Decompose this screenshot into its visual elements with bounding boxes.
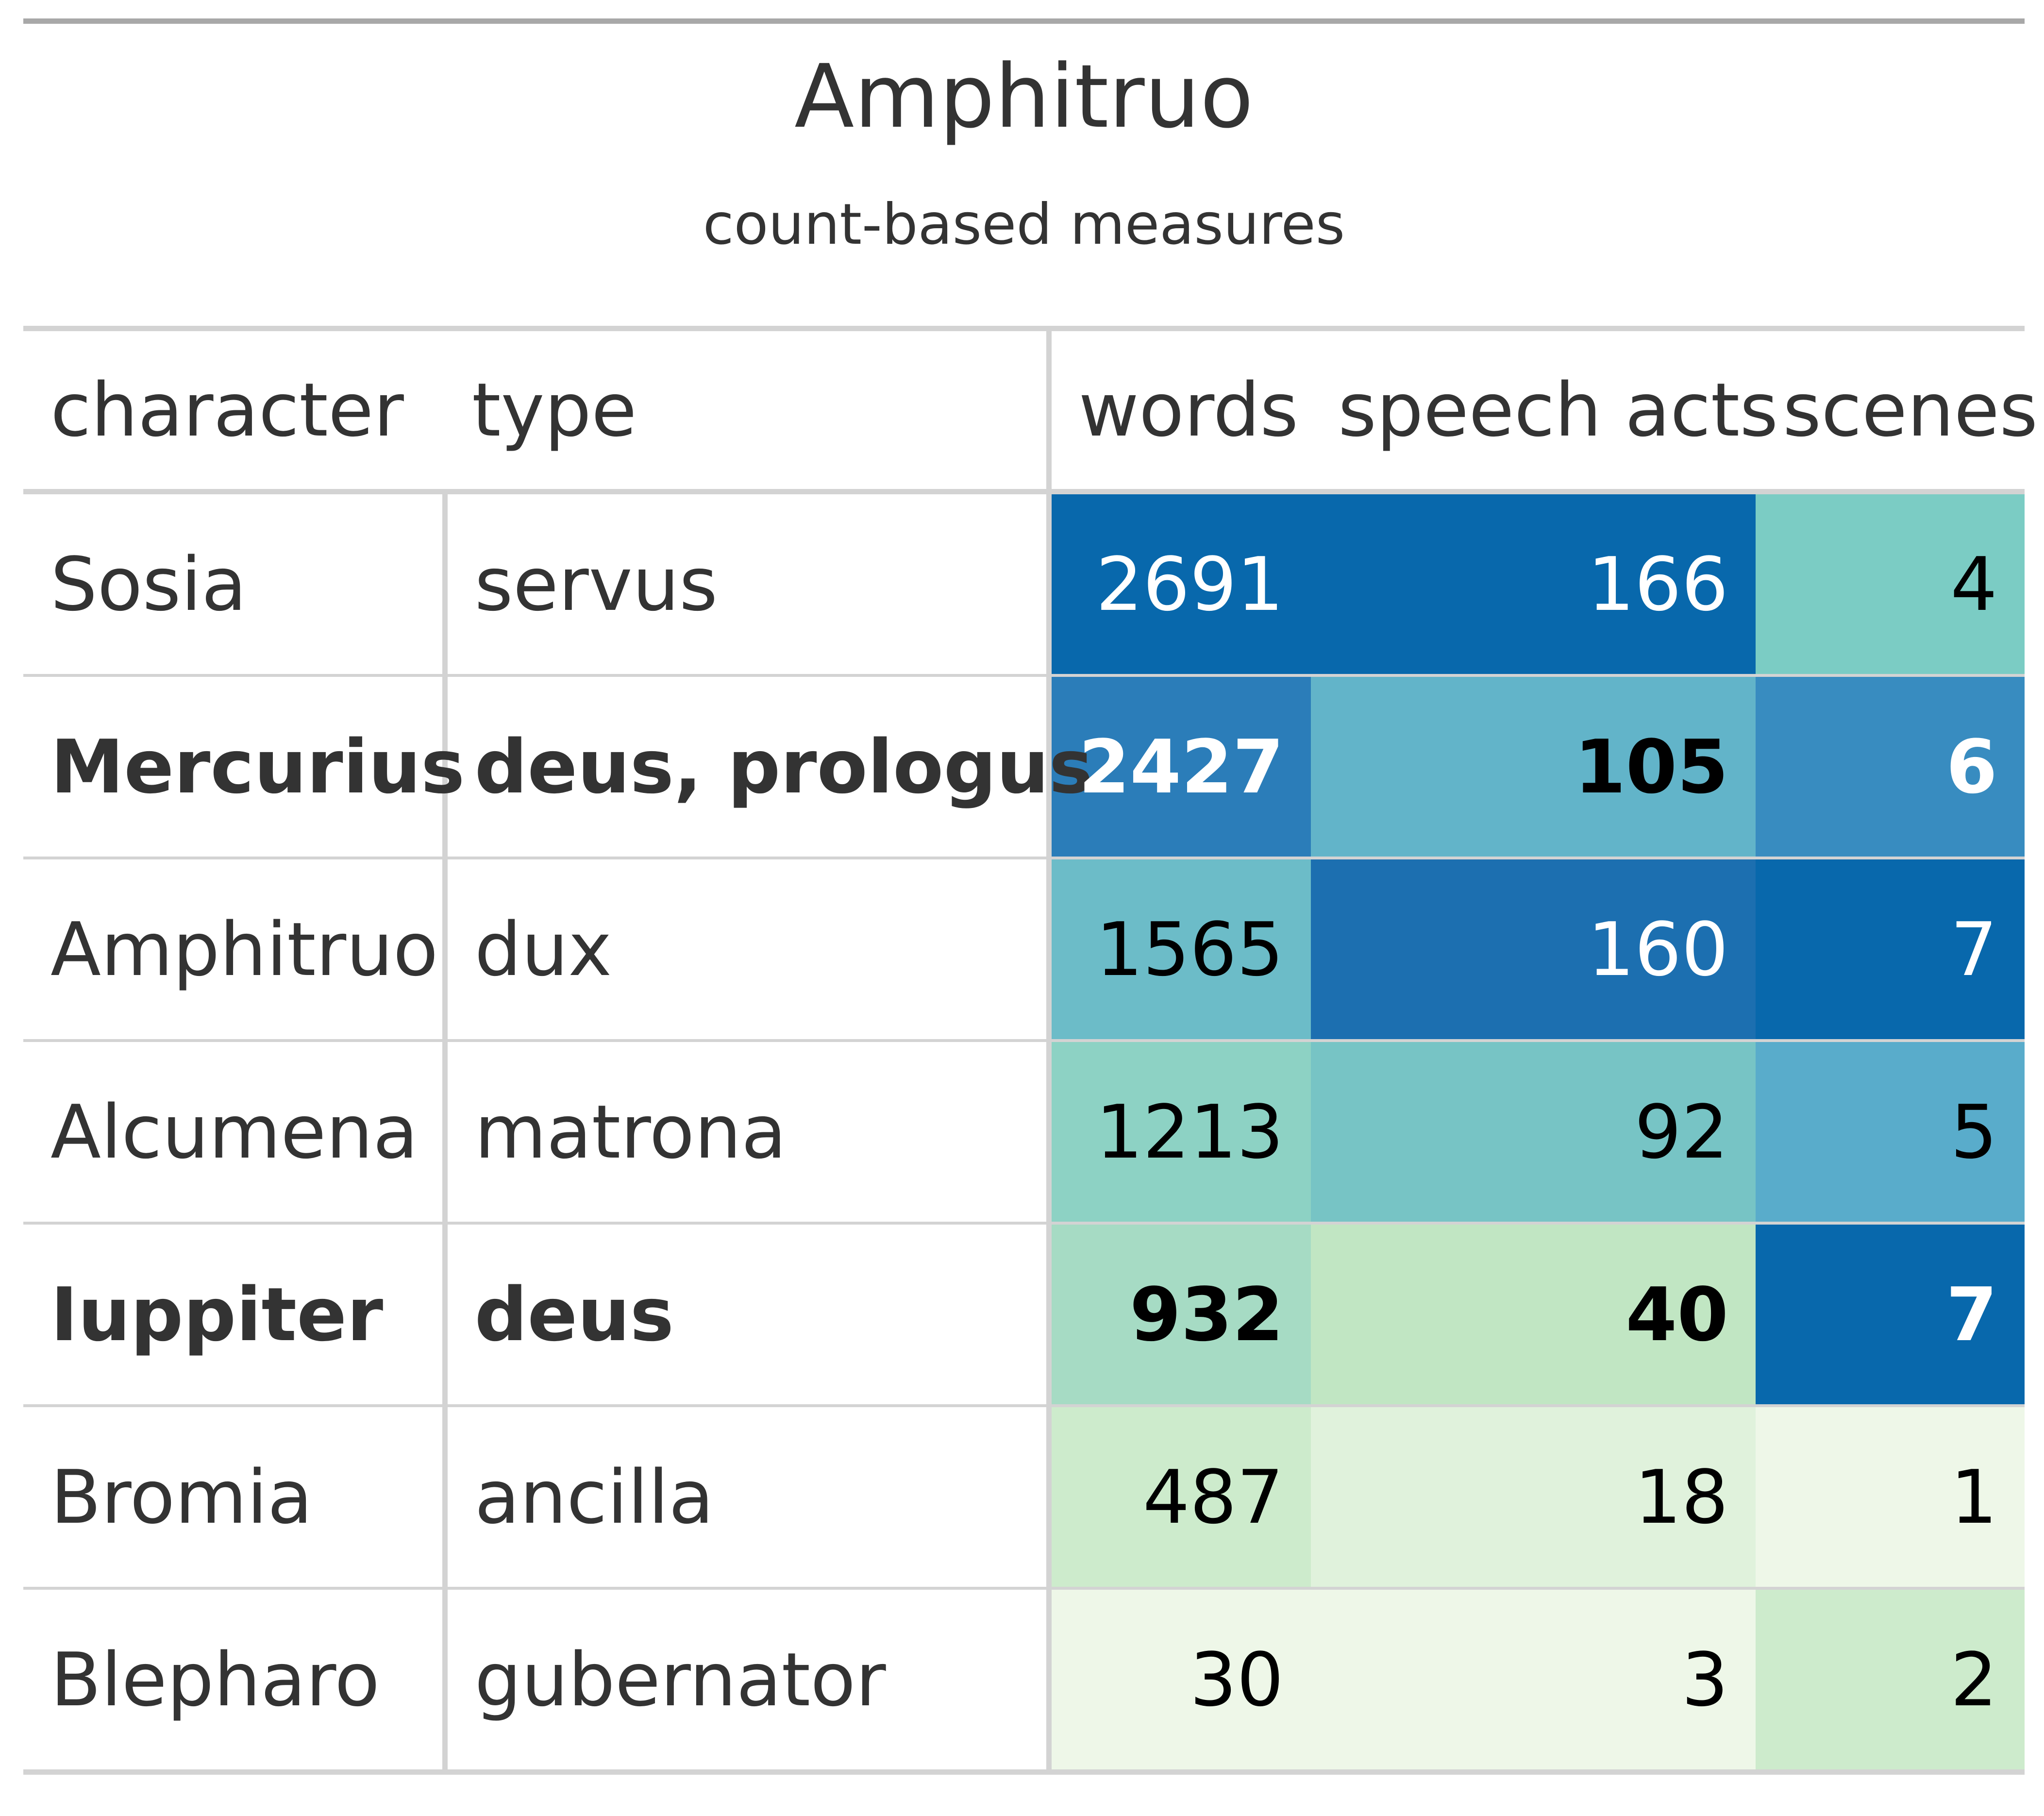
cell-speech-acts: 3 [1311, 1588, 1756, 1775]
header-row: character type words speech acts scenes [23, 328, 2038, 494]
cell-scenes: 7 [1756, 858, 2025, 1042]
cell-words: 1213 [1049, 1041, 1311, 1225]
cell-type: deus, prologus [445, 675, 1093, 859]
cell-type: deus [445, 1223, 1052, 1407]
table-row: Bromia ancilla 487 18 1 [23, 1406, 2025, 1590]
cell-scenes: 1 [1756, 1406, 2025, 1590]
cell-character: Amphitruo [23, 858, 448, 1042]
top-rule [23, 18, 2025, 24]
table-body: Sosia servus 2691 166 4 Mercurius deus, prolog… [23, 491, 2025, 1775]
cell-speech-acts: 105 [1311, 675, 1756, 859]
cell-character: Sosia [23, 491, 448, 677]
cell-type: servus [445, 491, 1052, 677]
table-row: Alcumena matrona 1213 92 5 [23, 1041, 2025, 1225]
cell-character: Alcumena [23, 1041, 448, 1225]
cell-scenes: 6 [1756, 675, 2025, 859]
cell-speech-acts: 18 [1311, 1406, 1756, 1590]
table-row: Blepharo gubernator 30 3 2 [23, 1588, 2025, 1775]
cell-speech-acts: 92 [1311, 1041, 1756, 1225]
col-header-words: words [1049, 328, 1311, 494]
cell-words: 30 [1049, 1588, 1311, 1775]
cell-words: 932 [1049, 1223, 1311, 1407]
cell-scenes: 5 [1756, 1041, 2025, 1225]
cell-speech-acts: 160 [1311, 858, 1756, 1042]
cell-character: Bromia [23, 1406, 448, 1590]
cell-speech-acts: 40 [1311, 1223, 1756, 1407]
cell-type: ancilla [445, 1406, 1052, 1590]
cell-words: 2691 [1049, 491, 1311, 677]
cell-type: dux [445, 858, 1052, 1042]
table-wrapper: Amphitruo count-based measures character… [23, 18, 2038, 1775]
table-row: Amphitruo dux 1565 160 7 [23, 858, 2025, 1042]
col-header-type: type [445, 328, 1052, 494]
cell-type: matrona [445, 1041, 1052, 1225]
col-header-character: character [23, 328, 445, 494]
table-row: Sosia servus 2691 166 4 [23, 491, 2025, 677]
cell-scenes: 4 [1756, 491, 2025, 677]
data-table: character type words speech acts scenes … [23, 326, 2038, 1775]
cell-scenes: 7 [1756, 1223, 2025, 1407]
cell-character: Blepharo [23, 1588, 448, 1775]
col-header-speech-acts: speech acts [1311, 328, 1778, 494]
table-title: Amphitruo [794, 46, 1254, 148]
cell-speech-acts: 166 [1311, 491, 1756, 677]
cell-words: 1565 [1049, 858, 1311, 1042]
cell-words: 487 [1049, 1406, 1311, 1590]
table-row: Mercurius deus, prologus 2427 105 6 [23, 675, 2025, 859]
table-row: Iuppiter deus 932 40 7 [23, 1223, 2025, 1407]
cell-character: Iuppiter [23, 1223, 448, 1407]
cell-scenes: 2 [1756, 1588, 2025, 1775]
cell-type: gubernator [445, 1588, 1052, 1775]
table-subtitle: count-based measures [703, 192, 1345, 257]
cell-words: 2427 [1049, 675, 1311, 859]
col-header-scenes: scenes [1756, 328, 2038, 494]
cell-character: Mercurius [23, 675, 465, 859]
